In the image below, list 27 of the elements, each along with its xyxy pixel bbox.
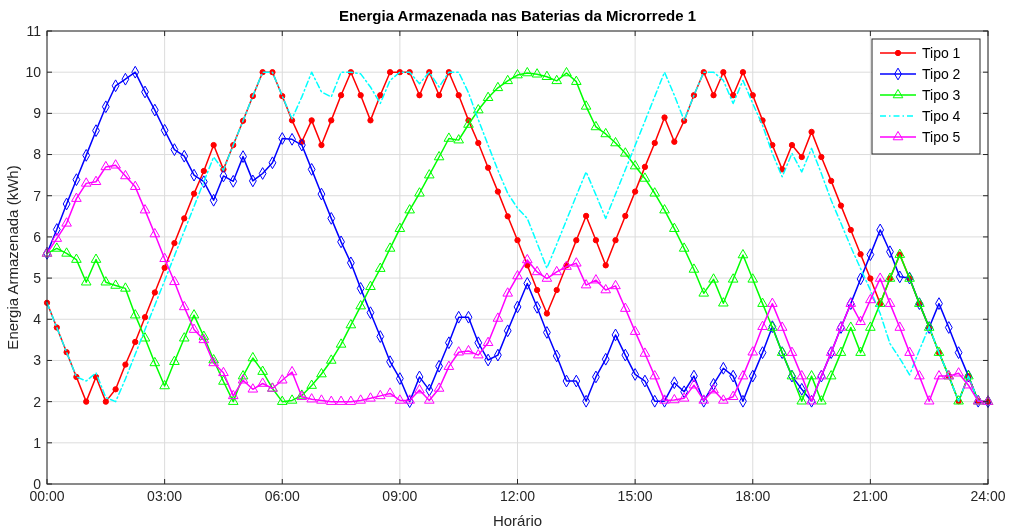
chart-title: Energia Armazenada nas Baterias da Microrrede 1	[338, 7, 697, 24]
x-tick-label: 09:00	[382, 488, 418, 504]
legend-label: Tipo 5	[922, 128, 961, 145]
x-tick-label: 24:00	[970, 488, 1006, 504]
y-tick-label: 4	[33, 311, 42, 328]
x-tick-label: 21:00	[852, 488, 889, 504]
y-tick-label: 10	[25, 64, 42, 81]
legend-label: Tipo 1	[922, 44, 961, 61]
x-tick-label: 12:00	[499, 488, 536, 504]
y-tick-label: 8	[33, 146, 42, 163]
legend-label: Tipo 2	[922, 65, 961, 82]
y-axis-title: Energia Armazenada (kWh)	[4, 165, 21, 350]
y-tick-label: 5	[33, 269, 42, 286]
x-tick-label: 18:00	[735, 488, 771, 504]
y-tick-label: 11	[26, 22, 42, 39]
legend-label: Tipo 4	[922, 107, 961, 124]
y-tick-label: 6	[33, 228, 42, 245]
x-tick-label: 03:00	[147, 488, 183, 504]
y-tick-label: 3	[33, 352, 42, 369]
y-tick-label: 9	[33, 105, 42, 122]
x-tick-label: 06:00	[264, 488, 300, 504]
y-tick-label: 1	[33, 434, 42, 451]
legend-label: Tipo 3	[922, 86, 961, 103]
y-tick-label: 2	[33, 393, 42, 410]
x-axis-title: Horário	[492, 512, 543, 529]
x-tick-label: 15:00	[617, 488, 653, 504]
y-tick-label: 7	[33, 187, 42, 204]
